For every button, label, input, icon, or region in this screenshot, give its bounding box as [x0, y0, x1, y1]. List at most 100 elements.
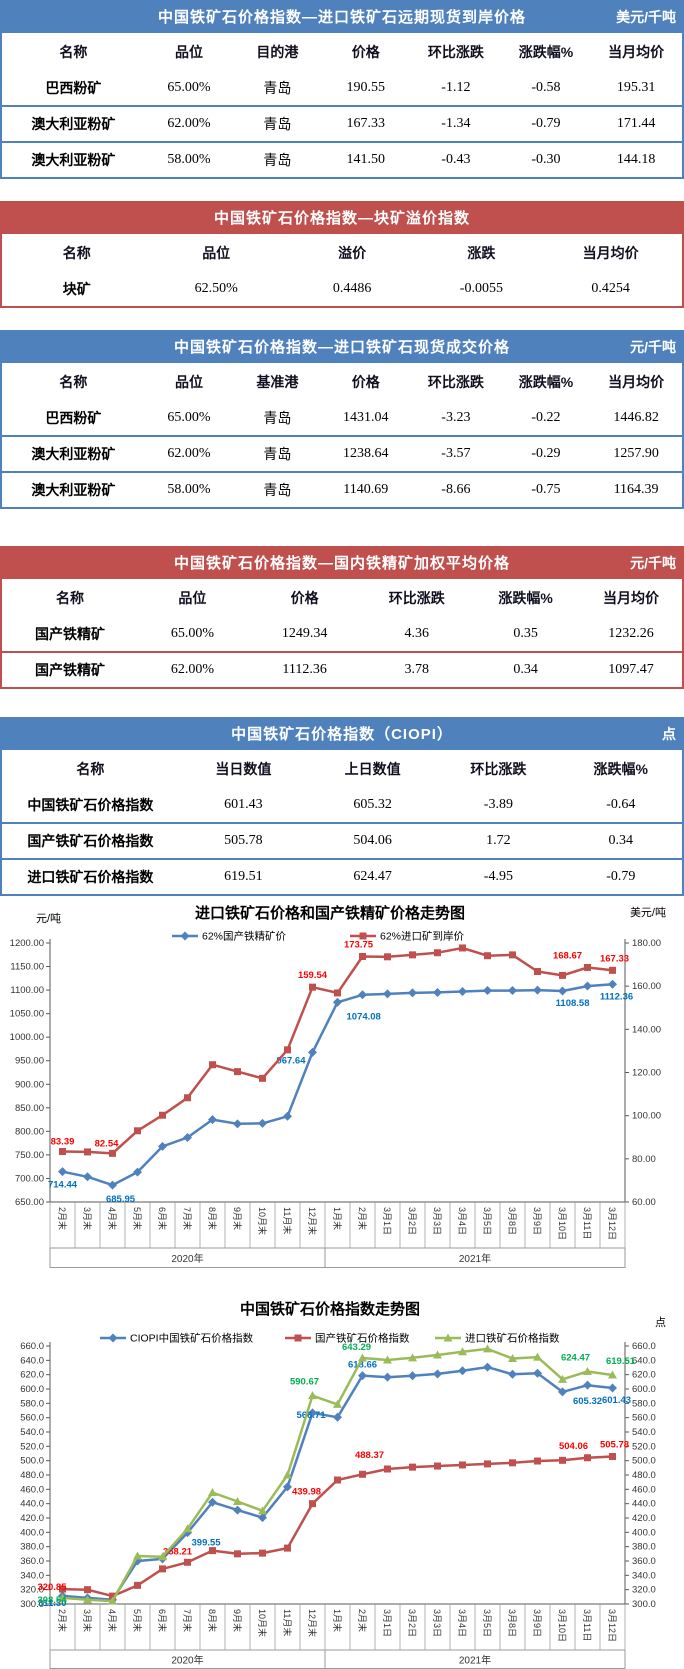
value-cell: 167.33	[346, 116, 386, 131]
value-cell: -0.64	[606, 797, 636, 812]
category-label: 11月末	[282, 1609, 293, 1636]
row-name-cell: 国产铁精矿	[35, 626, 105, 642]
data-table: 名称 品位 基准港 价格 环比涨跌 涨跌幅% 当月均价 巴西粉矿 65.00% 青岛 1431.04…	[2, 363, 682, 507]
column-header: 价格	[351, 44, 380, 60]
square-marker-icon	[209, 1547, 216, 1555]
column-header: 当月均价	[582, 245, 639, 261]
column-header: 环比涨跌	[388, 590, 445, 606]
value-cell: -0.43	[441, 152, 471, 167]
header-row: 名称 品位 价格 环比涨跌 涨跌幅% 当月均价	[2, 579, 682, 617]
table-grid: 名称 品位 溢价 涨跌 当月均价 块矿 62.50% 0.4486 -0.0055 0.4254	[0, 234, 684, 308]
category-label: 6月末	[157, 1609, 168, 1632]
data-label: 601.43	[602, 1395, 631, 1406]
left-tick-label: 320.0	[20, 1585, 44, 1596]
category-label: 3月末	[82, 1609, 93, 1632]
value-cell: 171.44	[616, 116, 656, 131]
data-label: 618.66	[348, 1360, 377, 1371]
right-tick-label: 420.0	[632, 1513, 656, 1524]
data-label: 1108.58	[556, 998, 590, 1009]
square-marker-icon	[509, 951, 516, 959]
column-header: 价格	[351, 374, 380, 390]
diamond-marker-icon	[83, 1172, 92, 1182]
data-label: 967.64	[276, 1055, 306, 1066]
left-tick-label: 850.00	[15, 1103, 44, 1114]
left-tick-label: 340.0	[20, 1570, 44, 1581]
right-tick-label: 60.00	[632, 1197, 656, 1208]
value-cell: -1.34	[441, 116, 471, 131]
square-marker-icon	[359, 952, 366, 960]
category-label: 2月末	[57, 1609, 68, 1632]
column-header: 上日数值	[344, 761, 401, 777]
table-title: 中国铁矿石价格指数—块矿溢价指数	[213, 210, 470, 227]
category-label: 3月2日	[407, 1207, 417, 1235]
square-marker-icon	[334, 1476, 341, 1484]
category-label: 8月末	[207, 1207, 218, 1230]
category-label: 8月末	[207, 1609, 218, 1632]
diamond-marker-icon	[433, 1369, 442, 1379]
diamond-marker-icon	[308, 1408, 317, 1418]
category-label: 6月末	[157, 1207, 168, 1230]
legend-label: 国产铁矿石价格指数	[315, 1332, 410, 1345]
value-cell: -8.66	[441, 482, 471, 497]
value-cell: 0.35	[513, 626, 538, 641]
data-label: 1074.08	[347, 1011, 381, 1022]
value-cell: 62.00%	[167, 446, 211, 461]
square-marker-icon	[184, 1558, 191, 1566]
diamond-marker-icon	[308, 1047, 317, 1057]
right-tick-label: 460.0	[632, 1484, 656, 1495]
category-label: 2月末	[357, 1207, 368, 1230]
triangle-marker-icon	[208, 1488, 217, 1497]
value-cell: -3.23	[441, 410, 471, 425]
square-marker-icon	[159, 1565, 166, 1573]
square-marker-icon	[309, 1500, 316, 1508]
legend-label: CIOPI中国铁矿石价格指数	[130, 1332, 254, 1345]
category-label: 3月9日	[532, 1609, 542, 1637]
square-marker-icon	[384, 953, 391, 961]
square-marker-icon	[434, 949, 441, 957]
table-title-bar: 中国铁矿石价格指数—进口铁矿石远期现货到岸价格 美元/千吨	[0, 0, 684, 33]
category-label: 2月末	[357, 1609, 368, 1632]
diamond-marker-icon	[108, 1333, 118, 1343]
diamond-marker-icon	[483, 1362, 492, 1372]
left-tick-label: 620.0	[20, 1370, 44, 1381]
column-header: 涨跌幅%	[498, 590, 553, 606]
square-marker-icon	[84, 1148, 91, 1156]
left-tick-label: 750.00	[15, 1150, 44, 1161]
year-label: 2020年	[171, 1654, 203, 1667]
table-row: 澳大利亚粉矿 62.00% 青岛 1238.64 -3.57 -0.29 1257.90	[2, 436, 682, 472]
table-row: 澳大利亚粉矿 62.00% 青岛 167.33 -1.34 -0.79 171.44	[2, 106, 682, 142]
left-tick-label: 380.0	[20, 1542, 44, 1553]
series-62%进口矿到岸价	[59, 944, 616, 1157]
left-tick-label: 400.0	[20, 1527, 44, 1538]
right-tick-label: 120.00	[632, 1068, 661, 1079]
value-cell: 58.00%	[167, 482, 211, 497]
diamond-marker-icon	[358, 990, 367, 1000]
value-cell: 65.00%	[167, 410, 211, 425]
diamond-marker-icon	[108, 1180, 117, 1190]
right-tick-label: 300.0	[632, 1599, 656, 1610]
right-tick-label: 360.0	[632, 1556, 656, 1567]
category-label: 4月末	[107, 1207, 118, 1230]
category-label: 2月末	[57, 1207, 68, 1230]
diamond-marker-icon	[583, 981, 592, 991]
series-data-labels: 308.54 590.67 643.29 624.47 619.51	[37, 1342, 635, 1606]
square-marker-icon	[609, 1453, 616, 1461]
column-header: 涨跌幅%	[518, 374, 574, 390]
data-label: 159.54	[298, 970, 328, 981]
diamond-marker-icon	[358, 1371, 367, 1381]
value-cell: -0.30	[531, 152, 561, 167]
triangle-marker-icon	[258, 1506, 267, 1515]
diamond-marker-icon	[558, 1387, 567, 1397]
triangle-marker-icon	[583, 1366, 592, 1375]
column-header: 名称	[59, 44, 88, 60]
table-title-bar: 中国铁矿石价格指数（CIOPI） 点	[0, 717, 684, 750]
value-cell: 青岛	[263, 154, 292, 169]
column-header: 品位	[178, 590, 207, 606]
diamond-marker-icon	[408, 1371, 417, 1381]
right-tick-label: 140.00	[632, 1024, 661, 1035]
right-tick-label: 660.0	[632, 1341, 656, 1352]
value-cell: 65.00%	[170, 626, 214, 641]
value-cell: 62.00%	[170, 662, 214, 677]
data-label: 504.06	[559, 1441, 588, 1452]
